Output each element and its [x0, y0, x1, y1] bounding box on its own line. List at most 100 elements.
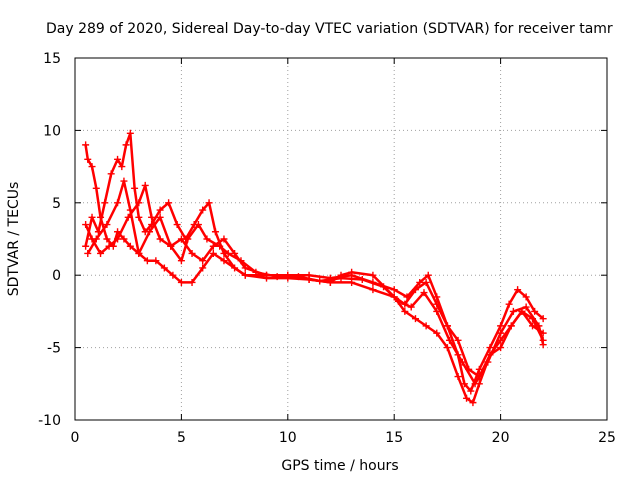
data-point — [177, 278, 185, 286]
y-axis-label: SDTVAR / TECUs — [6, 182, 22, 297]
data-point — [401, 307, 409, 315]
data-point — [231, 264, 239, 272]
series-line — [84, 132, 545, 393]
data-point — [203, 235, 211, 243]
data-point — [188, 278, 196, 286]
data-point — [463, 394, 471, 402]
data-point — [107, 170, 115, 178]
data-point — [135, 199, 143, 207]
data-point — [92, 235, 100, 243]
data-point — [135, 213, 143, 221]
data-point — [224, 249, 232, 257]
data-point — [84, 155, 92, 163]
data-point — [199, 264, 207, 272]
data-point — [220, 257, 228, 265]
data-point — [103, 235, 111, 243]
data-point — [141, 181, 149, 189]
data-point — [422, 278, 430, 286]
data-point — [105, 242, 113, 250]
data-point — [337, 274, 345, 282]
data-point — [443, 344, 451, 352]
data-point — [114, 155, 122, 163]
data-point — [177, 235, 185, 243]
y-tick-label: -5 — [47, 341, 61, 357]
series-line — [84, 144, 545, 404]
y-tick-label: 10 — [43, 123, 61, 139]
data-point — [120, 235, 128, 243]
data-point — [173, 221, 181, 229]
data-point — [209, 249, 217, 257]
data-point — [114, 199, 122, 207]
x-tick-label: 25 — [598, 430, 616, 446]
data-point — [484, 358, 492, 366]
data-point — [443, 322, 451, 330]
data-point — [522, 303, 530, 311]
data-point — [82, 242, 90, 250]
data-point — [126, 206, 134, 214]
data-point — [507, 322, 515, 330]
series-trace-b — [82, 129, 547, 395]
data-point — [469, 399, 477, 407]
data-point — [152, 257, 160, 265]
data-point — [156, 206, 164, 214]
data-point — [88, 213, 96, 221]
data-point — [497, 344, 505, 352]
data-point — [460, 380, 468, 388]
data-point — [148, 213, 156, 221]
data-point — [241, 271, 249, 279]
data-point — [416, 278, 424, 286]
data-point — [84, 249, 92, 257]
y-tick-label: 5 — [52, 196, 61, 212]
data-series — [82, 129, 547, 407]
data-point — [177, 257, 185, 265]
data-point — [294, 273, 302, 281]
data-point — [358, 276, 366, 284]
data-point — [535, 322, 543, 330]
data-point — [122, 141, 130, 149]
data-point — [433, 300, 441, 308]
plot-frame — [74, 57, 608, 421]
data-point — [82, 141, 90, 149]
chart-title: Day 289 of 2020, Sidereal Day-to-day VTE… — [46, 21, 613, 37]
series-line — [86, 179, 545, 386]
data-point — [424, 271, 432, 279]
data-point — [458, 358, 466, 366]
x-tick-label: 15 — [385, 430, 403, 446]
data-point — [514, 286, 522, 294]
data-point — [88, 163, 96, 171]
data-point — [422, 322, 430, 330]
data-point — [145, 228, 153, 236]
data-point — [194, 221, 202, 229]
data-point — [82, 221, 90, 229]
y-tick-label: 15 — [43, 51, 61, 67]
data-point — [394, 297, 402, 305]
data-point — [369, 271, 377, 279]
data-point — [252, 268, 260, 276]
y-tick-label: -10 — [38, 413, 61, 429]
data-point — [486, 344, 494, 352]
data-point — [216, 242, 224, 250]
data-point — [509, 307, 517, 315]
data-point — [411, 315, 419, 323]
x-tick-label: 5 — [177, 430, 186, 446]
data-point — [454, 373, 462, 381]
data-point — [420, 289, 428, 297]
data-point — [120, 177, 128, 185]
data-point — [97, 249, 105, 257]
data-point — [165, 199, 173, 207]
data-point — [101, 199, 109, 207]
data-point — [531, 307, 539, 315]
data-point — [156, 213, 164, 221]
data-point — [184, 235, 192, 243]
data-point — [126, 242, 134, 250]
data-point — [205, 199, 213, 207]
data-point — [167, 242, 175, 250]
data-point — [539, 341, 547, 349]
data-point — [380, 283, 388, 291]
data-point — [169, 271, 177, 279]
y-tick-label: 0 — [52, 268, 61, 284]
x-tick-label: 20 — [492, 430, 510, 446]
x-tick-label: 0 — [71, 430, 80, 446]
data-point — [316, 277, 324, 285]
